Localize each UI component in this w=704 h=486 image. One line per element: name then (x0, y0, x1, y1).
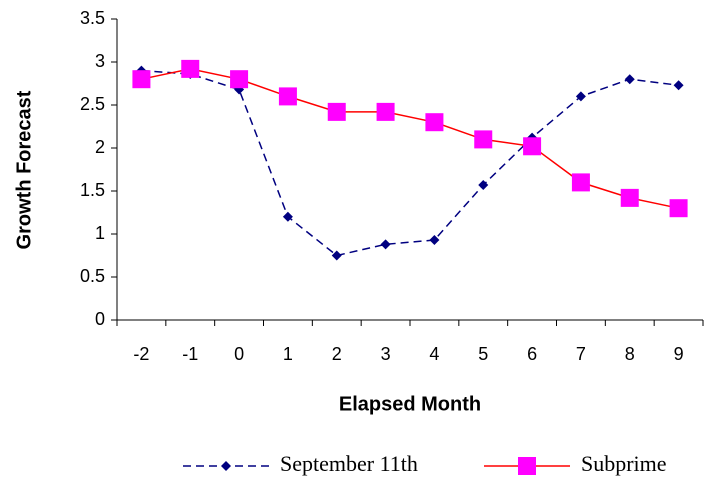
data-point (620, 188, 639, 207)
legend-marker (518, 457, 536, 475)
y-tick-label: 3 (95, 51, 105, 71)
y-tick-label: 1 (95, 223, 105, 243)
y-tick-label: 0 (95, 309, 105, 329)
y-tick-label: 2.5 (80, 94, 105, 114)
y-axis-title: Growth Forecast (13, 90, 35, 249)
y-tick-label: 1.5 (80, 180, 105, 200)
x-tick-label: 7 (576, 344, 586, 364)
x-tick-label: 0 (234, 344, 244, 364)
x-tick-label: 8 (625, 344, 635, 364)
x-axis-title: Elapsed Month (339, 393, 481, 415)
data-point (571, 173, 590, 192)
data-point (278, 87, 297, 106)
data-point (624, 74, 635, 85)
x-tick-label: -1 (182, 344, 198, 364)
x-tick-label: 2 (332, 344, 342, 364)
data-point (478, 179, 489, 190)
x-tick-label: 4 (429, 344, 439, 364)
legend-label: September 11th (280, 451, 418, 476)
series-line (141, 69, 679, 257)
data-point (327, 102, 346, 121)
data-point (181, 59, 200, 78)
series-line (141, 68, 679, 209)
data-point (282, 211, 293, 222)
legend-label: Subprime (581, 451, 667, 476)
y-tick-label: 3.5 (80, 8, 105, 28)
x-tick-label: 6 (527, 344, 537, 364)
x-tick-label: 9 (674, 344, 684, 364)
data-point (230, 70, 249, 89)
data-point (380, 239, 391, 250)
data-point (673, 80, 684, 91)
x-tick-label: 3 (381, 344, 391, 364)
legend-marker (221, 461, 231, 471)
data-point (474, 130, 493, 149)
x-tick-label: -2 (133, 344, 149, 364)
data-point (376, 102, 395, 121)
x-tick-label: 1 (283, 344, 293, 364)
data-point (523, 137, 542, 156)
x-tick-label: 5 (478, 344, 488, 364)
data-point (425, 113, 444, 132)
data-point (575, 91, 586, 102)
data-point (331, 250, 342, 261)
y-tick-label: 2 (95, 137, 105, 157)
data-point (429, 235, 440, 246)
y-tick-label: 0.5 (80, 266, 105, 286)
data-point (669, 199, 688, 218)
data-point (132, 70, 151, 89)
